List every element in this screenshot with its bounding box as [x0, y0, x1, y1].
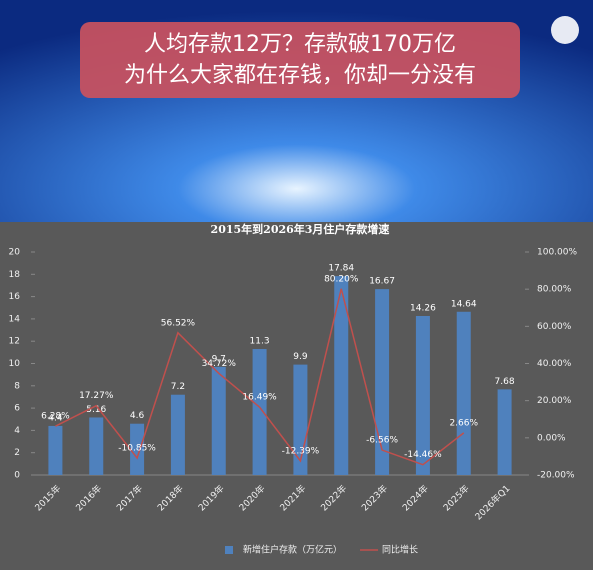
- line-label: 80.20%: [324, 274, 359, 284]
- bar-label: 5.16: [86, 405, 106, 415]
- y2-tick-label: -20.00%: [537, 471, 575, 481]
- bar: [130, 423, 145, 475]
- bar: [375, 289, 390, 475]
- bar: [252, 349, 267, 475]
- line-label: 2.66%: [449, 418, 478, 428]
- y-tick-label: 4: [14, 426, 20, 436]
- legend-swatch: [225, 546, 233, 554]
- app-logo: [551, 16, 579, 44]
- y-tick-label: 18: [9, 270, 21, 280]
- bar: [211, 366, 226, 475]
- headline: 人均存款12万？存款破170万亿: [144, 32, 456, 57]
- legend-label: 新增住户存款（万亿元）: [243, 544, 342, 556]
- bar: [89, 417, 104, 475]
- bar: [48, 425, 63, 475]
- y-tick-label: 0: [14, 471, 20, 481]
- bar-label: 7.2: [171, 382, 185, 392]
- y-tick-label: 20: [9, 248, 21, 258]
- y2-tick-label: 60.00%: [537, 322, 572, 332]
- bar: [415, 316, 430, 475]
- bar-label: 9.9: [293, 352, 308, 362]
- y-tick-label: 16: [9, 292, 21, 302]
- y2-tick-label: 0.00%: [537, 433, 566, 443]
- chart-title: 2015年到2026年3月住户存款增速: [211, 222, 390, 236]
- bar-label: 17.84: [328, 264, 354, 274]
- y-tick-label: 2: [14, 448, 20, 458]
- line-label: 56.52%: [161, 318, 196, 328]
- y-tick-label: 8: [14, 381, 20, 391]
- bar-label: 14.64: [451, 299, 477, 309]
- headline: 为什么大家都在存钱，你却一分没有: [124, 63, 476, 88]
- line-label: -12.39%: [282, 446, 320, 456]
- bar: [456, 311, 471, 475]
- line-label: -14.46%: [404, 450, 442, 460]
- line-label: 17.27%: [79, 391, 114, 401]
- bar: [170, 394, 185, 475]
- y2-tick-label: 20.00%: [537, 396, 572, 406]
- y-tick-label: 14: [9, 314, 21, 324]
- bar-label: 11.3: [250, 337, 270, 347]
- bar-label: 4.4: [48, 413, 63, 423]
- bar-label: 4.6: [130, 411, 145, 421]
- line-label: 16.49%: [242, 393, 277, 403]
- line-label: -6.56%: [366, 436, 398, 446]
- legend-label: 同比增长: [382, 544, 418, 556]
- bar-label: 16.67: [369, 277, 395, 287]
- bar-label: 14.26: [410, 304, 436, 314]
- y2-tick-label: 80.00%: [537, 285, 572, 295]
- headline-box: [80, 22, 520, 98]
- y-tick-label: 10: [9, 359, 21, 369]
- y2-tick-label: 40.00%: [537, 359, 572, 369]
- bar: [497, 389, 512, 475]
- y-tick-label: 6: [14, 404, 20, 414]
- bar-label: 7.68: [495, 377, 515, 387]
- y2-tick-label: 100.00%: [537, 248, 577, 258]
- line-label: -10.85%: [118, 443, 156, 453]
- line: [55, 288, 465, 466]
- line-label: 34.72%: [202, 359, 237, 369]
- y-tick-label: 12: [9, 337, 20, 347]
- bar: [334, 276, 349, 475]
- bar-label: 9.7: [212, 354, 226, 364]
- line-label: 6.28%: [41, 412, 70, 422]
